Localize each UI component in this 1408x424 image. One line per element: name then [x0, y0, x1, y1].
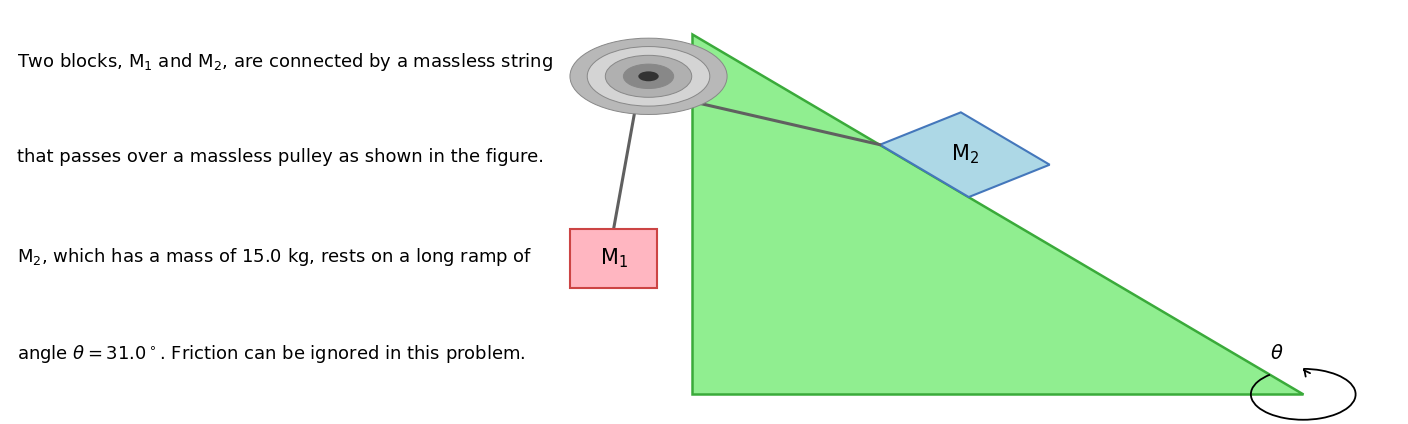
- Text: M$_2$: M$_2$: [950, 143, 979, 167]
- Text: M$_2$, which has a mass of 15.0 kg, rests on a long ramp of: M$_2$, which has a mass of 15.0 kg, rest…: [17, 246, 532, 268]
- Text: that passes over a massless pulley as shown in the figure.: that passes over a massless pulley as sh…: [17, 148, 543, 166]
- Text: angle $\theta = 31.0^\circ$. Friction can be ignored in this problem.: angle $\theta = 31.0^\circ$. Friction ca…: [17, 343, 525, 365]
- Circle shape: [624, 64, 673, 89]
- Circle shape: [570, 38, 727, 114]
- Text: $\theta$: $\theta$: [1270, 344, 1284, 363]
- Circle shape: [605, 55, 691, 98]
- Text: Two blocks, M$_1$ and M$_2$, are connected by a massless string: Two blocks, M$_1$ and M$_2$, are connect…: [17, 51, 553, 73]
- Circle shape: [638, 71, 659, 81]
- Circle shape: [587, 47, 710, 106]
- Polygon shape: [880, 112, 1049, 197]
- Text: M$_1$: M$_1$: [600, 247, 628, 271]
- Polygon shape: [693, 34, 1304, 394]
- Bar: [570, 229, 658, 288]
